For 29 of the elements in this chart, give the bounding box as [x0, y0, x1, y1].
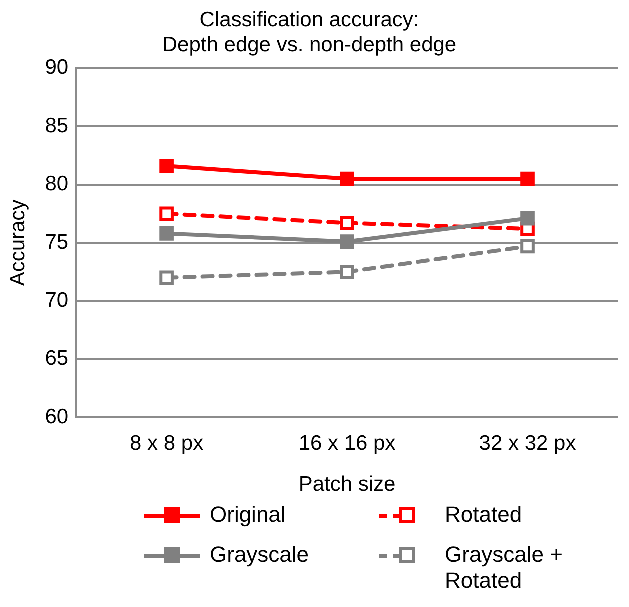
- y-tick-label: 90: [45, 56, 69, 80]
- y-tick-label: 75: [45, 230, 69, 254]
- point: [340, 234, 354, 249]
- point: [520, 172, 535, 186]
- point: [160, 226, 174, 241]
- y-tick-label: 70: [45, 288, 69, 312]
- x-axis-title: Patch size: [298, 473, 396, 496]
- point: [160, 206, 174, 222]
- point: [340, 216, 354, 230]
- y-tick-label: 60: [45, 405, 69, 428]
- legend-label: Grayscale + Rotated: [445, 542, 564, 594]
- point: [520, 239, 535, 254]
- y-tick-label: 85: [45, 114, 69, 138]
- x-tick-label: 32 x 32 px: [479, 432, 577, 455]
- point: [340, 264, 354, 280]
- text: Depth edge vs. non-depth edge: [162, 34, 457, 57]
- point: [520, 211, 535, 226]
- y-axis-title: Accuracy: [6, 199, 30, 286]
- x-tick-label: 8 x 8 px: [130, 432, 204, 455]
- legend-label: Rotated: [445, 502, 524, 528]
- legend-label: Original: [210, 502, 287, 528]
- y-tick-label: 80: [45, 172, 69, 196]
- y-tick-label: 65: [45, 347, 69, 370]
- legend-label: Grayscale: [210, 542, 310, 568]
- text: Classification accuracy:: [200, 8, 420, 32]
- point: [160, 270, 174, 286]
- x-tick-label: 16 x 16 px: [298, 432, 396, 455]
- point: [340, 172, 354, 186]
- point: [160, 159, 174, 174]
